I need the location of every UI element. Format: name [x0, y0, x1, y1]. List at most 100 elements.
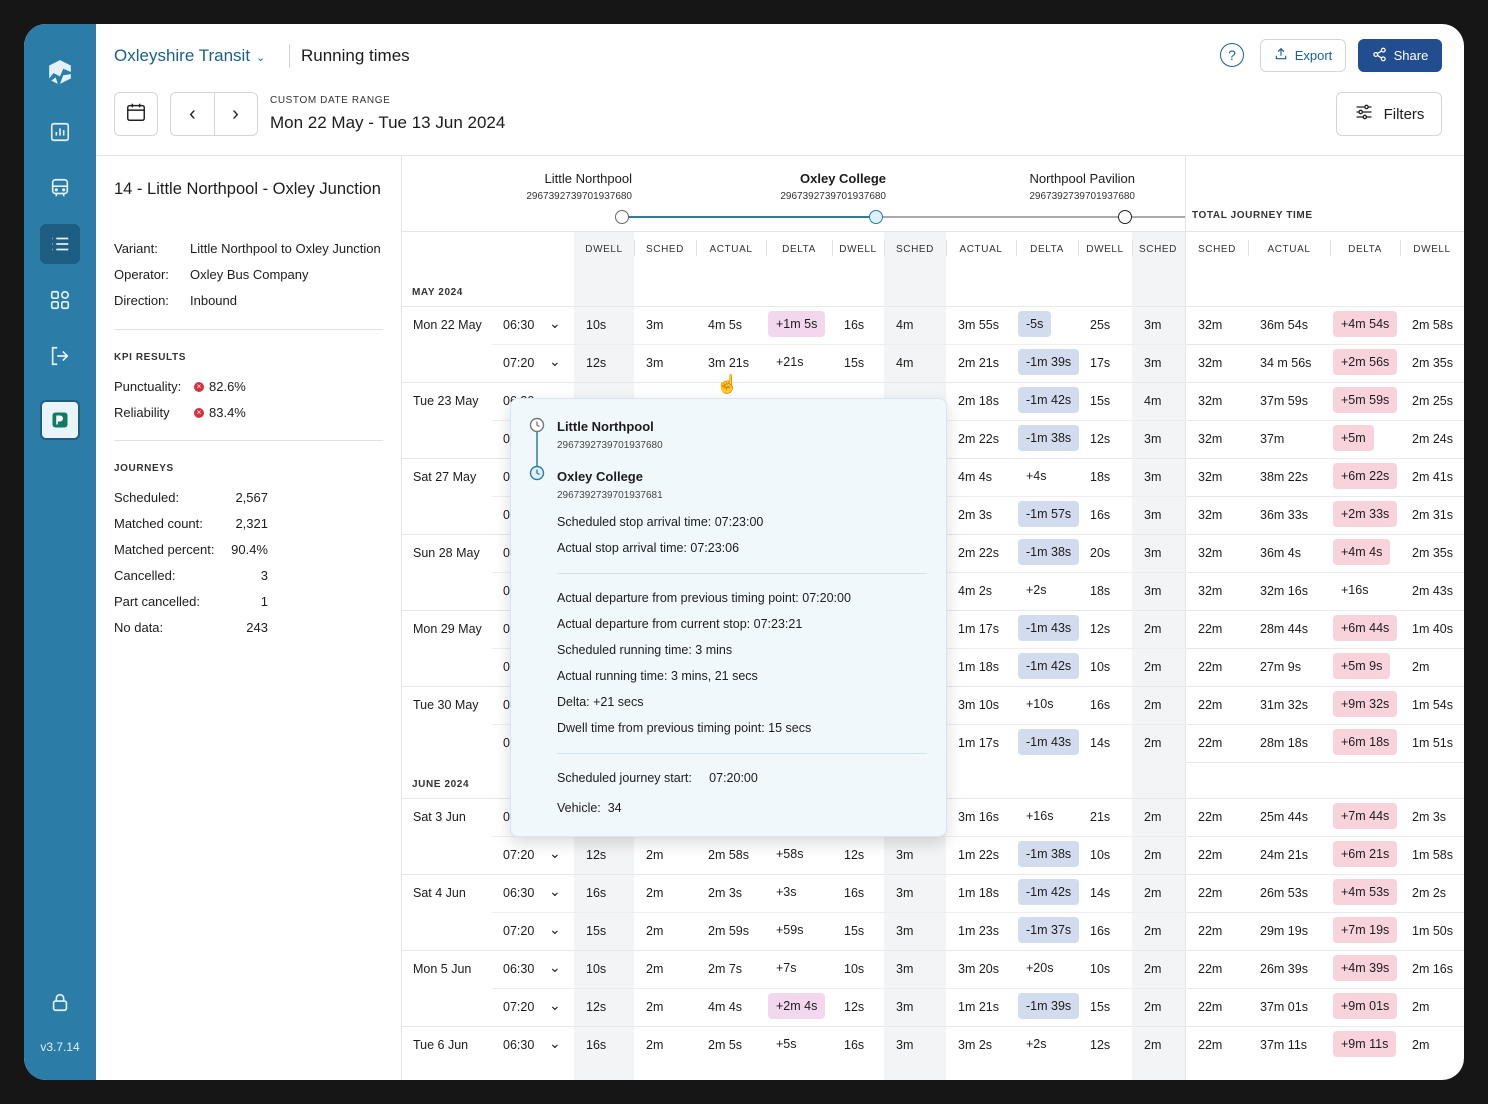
row-divider [1186, 534, 1464, 535]
delta-badge: -1m 38s [1018, 841, 1080, 867]
stop-name[interactable]: Little Northpool [544, 171, 632, 186]
total-value: 37m 59s [1260, 394, 1308, 408]
detail-label: Operator: [114, 267, 169, 282]
total-delta-badge: +2m 56s [1333, 349, 1398, 375]
stop-marker-icon[interactable] [1118, 210, 1132, 224]
cell-value: 15s [586, 924, 607, 938]
row-time[interactable]: 06:30 [503, 886, 535, 900]
total-value: 32m [1198, 432, 1223, 446]
journey-stat-label: Matched percent: [114, 542, 215, 557]
chevron-left-icon[interactable]: ‹ [189, 102, 196, 125]
column-header[interactable]: ACTUAL [959, 244, 1003, 255]
delta-badge: -1m 38s [1018, 425, 1080, 451]
column-header[interactable]: DELTA [1030, 244, 1064, 255]
row-time[interactable]: 07:20 [503, 924, 535, 938]
row-divider [1186, 496, 1464, 497]
column-header[interactable]: DWELL [839, 244, 877, 255]
cell-value: 21s [1090, 810, 1111, 824]
delta-badge: +16s [1026, 809, 1054, 823]
chevron-right-icon[interactable]: › [232, 102, 239, 125]
cell-value: 4m [1144, 394, 1162, 408]
row-time[interactable]: 06:30 [503, 962, 535, 976]
chevron-down-icon[interactable]: ⌄ [549, 315, 561, 331]
column-header[interactable]: SCHED [1197, 244, 1236, 255]
share-button[interactable]: Share [1358, 39, 1442, 72]
column-header[interactable]: SCHED [895, 244, 934, 255]
date-pager: ‹ › [170, 92, 258, 136]
chevron-down-icon[interactable]: ⌄ [549, 1035, 561, 1051]
date-range-value[interactable]: Mon 22 May - Tue 13 Jun 2024 [270, 113, 506, 132]
stop-marker-icon[interactable] [869, 210, 883, 224]
column-header[interactable]: ACTUAL [709, 244, 753, 255]
help-icon[interactable]: ? [1220, 43, 1244, 67]
column-header[interactable]: SCHED [1138, 244, 1177, 255]
chevron-down-icon[interactable]: ⌄ [549, 959, 561, 975]
filters-button[interactable]: Filters [1336, 92, 1442, 136]
total-value: 29m 19s [1260, 924, 1308, 938]
cell-value: 2m [1144, 736, 1162, 750]
row-time[interactable]: 07:20 [503, 848, 535, 862]
total-value: 37m 01s [1260, 1000, 1308, 1014]
nav-logout-icon[interactable] [40, 336, 80, 376]
nav-list-icon[interactable] [40, 224, 80, 264]
nav-bus-icon[interactable] [40, 168, 80, 208]
nav-apps-icon[interactable] [40, 280, 80, 320]
sliders-icon [1354, 102, 1374, 126]
export-button[interactable]: Export [1260, 39, 1346, 72]
nav-app-icon[interactable] [40, 400, 80, 440]
calendar-button[interactable] [114, 92, 158, 136]
cell-value: 3m [1144, 584, 1162, 598]
cell-value: 2m 58s [708, 848, 749, 862]
tooltip-line: Actual stop arrival time: 07:23:06 [557, 541, 740, 555]
chevron-down-icon[interactable]: ⌄ [549, 353, 561, 369]
stop-name[interactable]: Oxley College [800, 171, 886, 186]
row-divider [1186, 950, 1464, 951]
cell-value: 15s [844, 356, 865, 370]
chevron-down-icon[interactable]: ⌄ [549, 845, 561, 861]
column-header[interactable]: DELTA [782, 244, 816, 255]
cell-value: 2m [1144, 810, 1162, 824]
logo-icon[interactable] [40, 52, 80, 92]
total-delta-badge: +4m 39s [1333, 955, 1398, 981]
lock-icon[interactable] [40, 982, 80, 1022]
total-value: 2m 43s [1412, 584, 1453, 598]
stop-name[interactable]: Northpool Pavilion [1029, 171, 1135, 186]
total-value: 22m [1198, 1038, 1223, 1052]
column-header[interactable]: DWELL [1413, 244, 1451, 255]
total-delta-badge: +6m 22s [1333, 463, 1398, 489]
cell-value: 2m 22s [958, 432, 999, 446]
header-separator [1132, 240, 1133, 256]
cell-value: 2m [1144, 660, 1162, 674]
journey-stat-label: No data: [114, 620, 164, 635]
column-header[interactable]: DWELL [1086, 244, 1124, 255]
row-time[interactable]: 06:30 [503, 318, 535, 332]
cell-value: 2m [646, 1038, 664, 1052]
cell-value: 16s [1090, 924, 1111, 938]
row-time[interactable]: 07:20 [503, 1000, 535, 1014]
cell-value: 12s [586, 1000, 607, 1014]
row-divider [402, 950, 1186, 951]
route-line [622, 216, 876, 218]
total-value: 32m [1198, 318, 1223, 332]
row-divider [1186, 1026, 1464, 1027]
column-header[interactable]: SCHED [645, 244, 684, 255]
detail-label: Direction: [114, 293, 169, 308]
total-delta-badge: +5m [1333, 425, 1374, 451]
chevron-down-icon[interactable]: ⌄ [549, 997, 561, 1013]
row-time[interactable]: 06:30 [503, 1038, 535, 1052]
column-header[interactable]: DELTA [1348, 244, 1382, 255]
cell-value: 3m 21s [708, 356, 749, 370]
cell-value: 14s [1090, 736, 1111, 750]
chevron-down-icon[interactable]: ⌄ [549, 921, 561, 937]
cell-value: 2m [646, 924, 664, 938]
row-time[interactable]: 07:20 [503, 356, 535, 370]
cell-value: 2m [1144, 1038, 1162, 1052]
total-value: 1m 54s [1412, 698, 1453, 712]
chevron-down-icon[interactable]: ⌄ [549, 883, 561, 899]
cell-value: 4m 4s [958, 470, 993, 484]
column-header[interactable]: DWELL [585, 244, 623, 255]
column-header[interactable]: ACTUAL [1267, 244, 1311, 255]
stop-marker-icon[interactable] [615, 210, 629, 224]
nav-dashboard-icon[interactable] [40, 112, 80, 152]
org-selector[interactable]: Oxleyshire Transit ⌄ [114, 46, 265, 66]
